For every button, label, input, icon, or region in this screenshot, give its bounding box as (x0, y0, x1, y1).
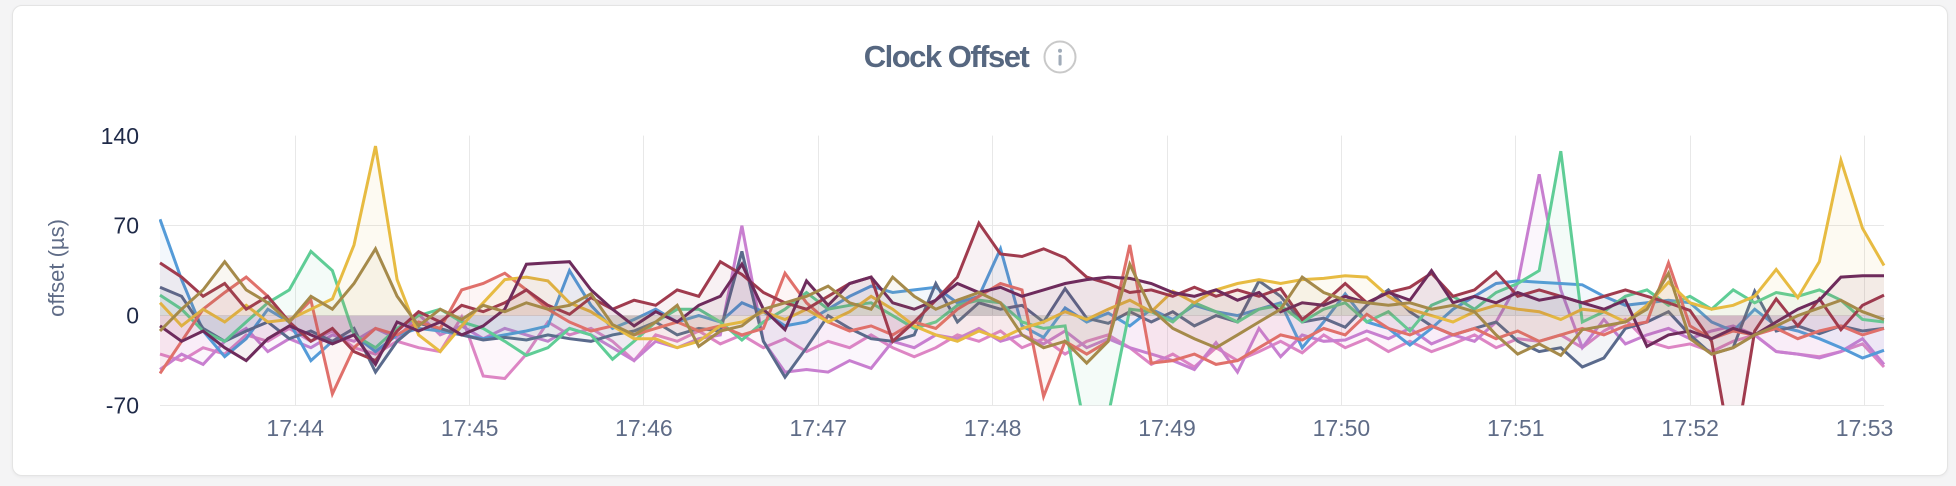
svg-text:17:50: 17:50 (1313, 415, 1371, 441)
svg-text:17:49: 17:49 (1138, 415, 1196, 441)
svg-text:17:47: 17:47 (790, 415, 848, 441)
svg-text:17:51: 17:51 (1487, 415, 1545, 441)
svg-text:17:52: 17:52 (1661, 415, 1719, 441)
svg-text:-70: -70 (106, 393, 139, 419)
svg-text:0: 0 (126, 303, 139, 329)
svg-text:17:45: 17:45 (441, 415, 499, 441)
svg-text:140: 140 (101, 123, 139, 149)
svg-text:17:46: 17:46 (615, 415, 673, 441)
svg-text:offset (µs): offset (µs) (44, 219, 69, 317)
svg-text:17:53: 17:53 (1836, 415, 1894, 441)
svg-text:17:44: 17:44 (266, 415, 324, 441)
svg-text:70: 70 (113, 213, 139, 239)
svg-text:17:48: 17:48 (964, 415, 1022, 441)
